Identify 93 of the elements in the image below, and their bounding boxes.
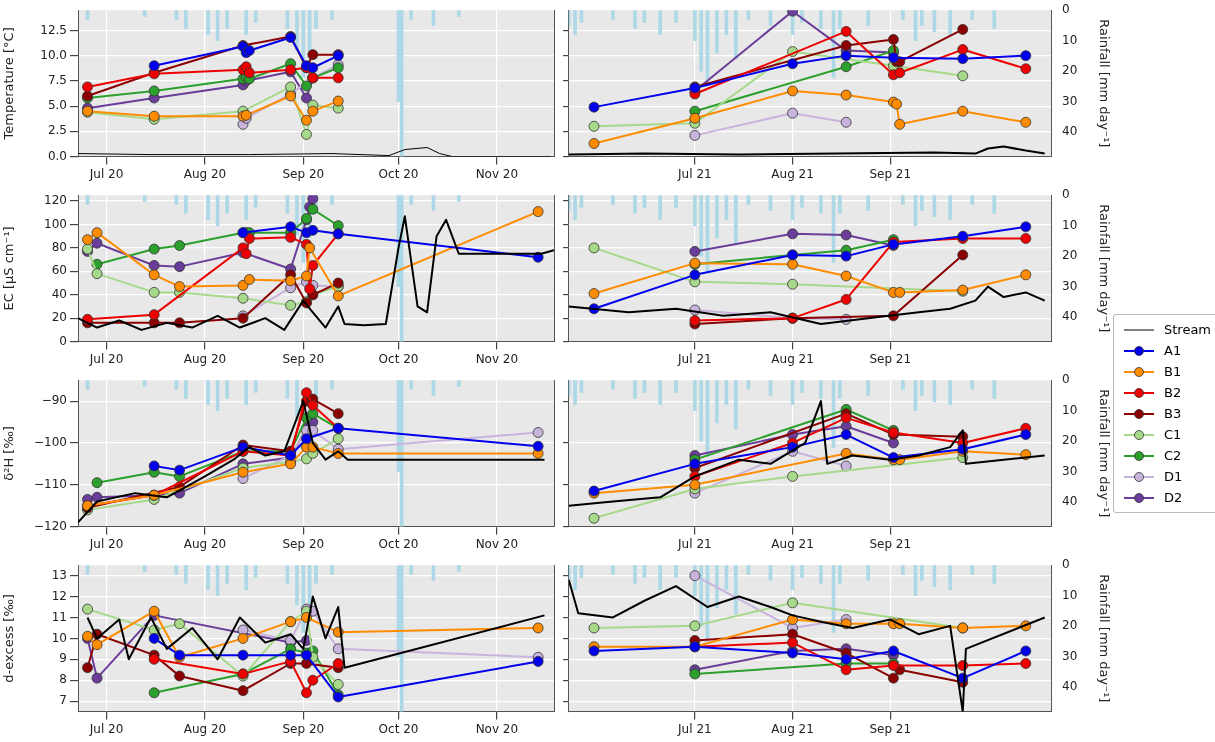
y-tick-label: 40 — [51, 286, 67, 301]
y-tick-label: 100 — [44, 216, 67, 231]
x-tick-label: Jul 21 — [677, 721, 712, 736]
x-tick-label: Sep 21 — [869, 536, 912, 551]
x-tick-label: Sep 21 — [869, 721, 912, 736]
y-tick-label: −100 — [34, 435, 67, 450]
y-tick-label: 10 — [51, 630, 67, 645]
y-axis-title: Temperature [°C] — [1, 27, 17, 141]
x-tick-label: Aug 21 — [771, 721, 814, 736]
y-tick-label: 10.0 — [40, 47, 67, 62]
legend-label: C2 — [1164, 448, 1182, 463]
y-tick-label: 2.5 — [47, 123, 67, 138]
y-tick-label: 12 — [51, 588, 67, 603]
x-tick-label: Aug 20 — [183, 536, 227, 551]
y2-axis-title: Rainfall [mm day⁻¹] — [1096, 389, 1112, 518]
y2-tick-label: 20 — [1062, 248, 1078, 263]
x-tick-label: Aug 20 — [183, 166, 227, 181]
y2-tick-label: 0 — [1062, 372, 1070, 387]
y-tick-label: 11 — [51, 609, 67, 624]
x-tick-label: Oct 20 — [378, 351, 419, 366]
y2-tick-label: 10 — [1062, 587, 1078, 602]
y2-tick-label: 40 — [1062, 124, 1078, 139]
x-tick-label: Oct 20 — [378, 166, 419, 181]
y2-tick-label: 0 — [1062, 557, 1070, 572]
x-tick-label: Oct 20 — [378, 721, 419, 736]
y2-tick-label: 10 — [1062, 217, 1078, 232]
y-tick-label: 9 — [59, 651, 67, 666]
y2-tick-label: 20 — [1062, 618, 1078, 633]
y-tick-label: 20 — [51, 310, 67, 325]
y2-tick-label: 20 — [1062, 63, 1078, 78]
y2-tick-label: 0 — [1062, 2, 1070, 17]
y-tick-label: −90 — [41, 393, 67, 408]
x-tick-label: Oct 20 — [378, 536, 419, 551]
x-tick-label: Jul 20 — [88, 351, 124, 366]
y2-tick-label: 40 — [1062, 309, 1078, 324]
y2-tick-label: 10 — [1062, 32, 1078, 47]
y2-tick-label: 30 — [1062, 278, 1078, 293]
y2-axis-title: Rainfall [mm day⁻¹] — [1096, 19, 1112, 148]
y2-axis-title: Rainfall [mm day⁻¹] — [1096, 204, 1112, 333]
y2-tick-label: 40 — [1062, 494, 1078, 509]
y-tick-label: 12.5 — [40, 22, 67, 37]
x-tick-label: Sep 20 — [282, 351, 325, 366]
x-tick-label: Jul 20 — [88, 721, 124, 736]
x-tick-label: Sep 21 — [869, 166, 912, 181]
legend-label: B3 — [1164, 406, 1182, 421]
legend-label: Stream — [1164, 322, 1212, 337]
x-tick-label: Sep 20 — [282, 536, 325, 551]
y2-tick-label: 30 — [1062, 648, 1078, 663]
y-tick-label: 120 — [44, 193, 67, 208]
y2-tick-label: 10 — [1062, 402, 1078, 417]
x-tick-label: Jul 20 — [88, 166, 124, 181]
y-axis-title: EC [µS cm⁻¹] — [1, 226, 17, 311]
y2-tick-label: 0 — [1062, 187, 1070, 202]
x-tick-label: Aug 21 — [771, 166, 814, 181]
y-tick-label: 0 — [59, 333, 67, 348]
x-tick-label: Sep 20 — [282, 721, 325, 736]
legend-label: B2 — [1164, 385, 1182, 400]
x-tick-label: Nov 20 — [475, 351, 519, 366]
legend-label: A1 — [1164, 343, 1182, 358]
legend-label: C1 — [1164, 427, 1182, 442]
y-tick-label: 13 — [51, 567, 67, 582]
x-tick-label: Aug 20 — [183, 351, 227, 366]
y-tick-label: 80 — [51, 240, 67, 255]
y-axis-title: d-excess [‰] — [1, 594, 17, 683]
y-tick-label: −120 — [34, 518, 67, 533]
x-tick-label: Jul 21 — [677, 166, 712, 181]
y-tick-label: −110 — [34, 476, 67, 491]
x-tick-label: Sep 20 — [282, 166, 325, 181]
y-axis-title: δ²H [‰] — [1, 426, 17, 481]
x-tick-label: Aug 21 — [771, 536, 814, 551]
legend-label: D2 — [1164, 490, 1183, 505]
x-tick-label: Jul 20 — [88, 536, 124, 551]
x-tick-label: Nov 20 — [475, 166, 519, 181]
x-tick-label: Nov 20 — [475, 536, 519, 551]
x-tick-label: Sep 21 — [869, 351, 912, 366]
x-tick-label: Aug 21 — [771, 351, 814, 366]
y2-tick-label: 20 — [1062, 433, 1078, 448]
x-tick-label: Jul 21 — [677, 536, 712, 551]
y-tick-label: 5.0 — [47, 98, 67, 113]
x-tick-label: Aug 20 — [183, 721, 227, 736]
x-tick-label: Jul 21 — [677, 351, 712, 366]
legend-label: D1 — [1164, 469, 1183, 484]
legend-label: B1 — [1164, 364, 1182, 379]
y2-tick-label: 30 — [1062, 463, 1078, 478]
x-tick-label: Nov 20 — [475, 721, 519, 736]
y2-axis-title: Rainfall [mm day⁻¹] — [1096, 574, 1112, 703]
y-tick-label: 7 — [59, 693, 67, 708]
y2-tick-label: 40 — [1062, 679, 1078, 694]
y-tick-label: 8 — [59, 672, 67, 687]
y-tick-label: 60 — [51, 263, 67, 278]
y-tick-label: 7.5 — [47, 73, 67, 87]
y-tick-label: 0.0 — [47, 148, 67, 163]
y2-tick-label: 30 — [1062, 93, 1078, 108]
